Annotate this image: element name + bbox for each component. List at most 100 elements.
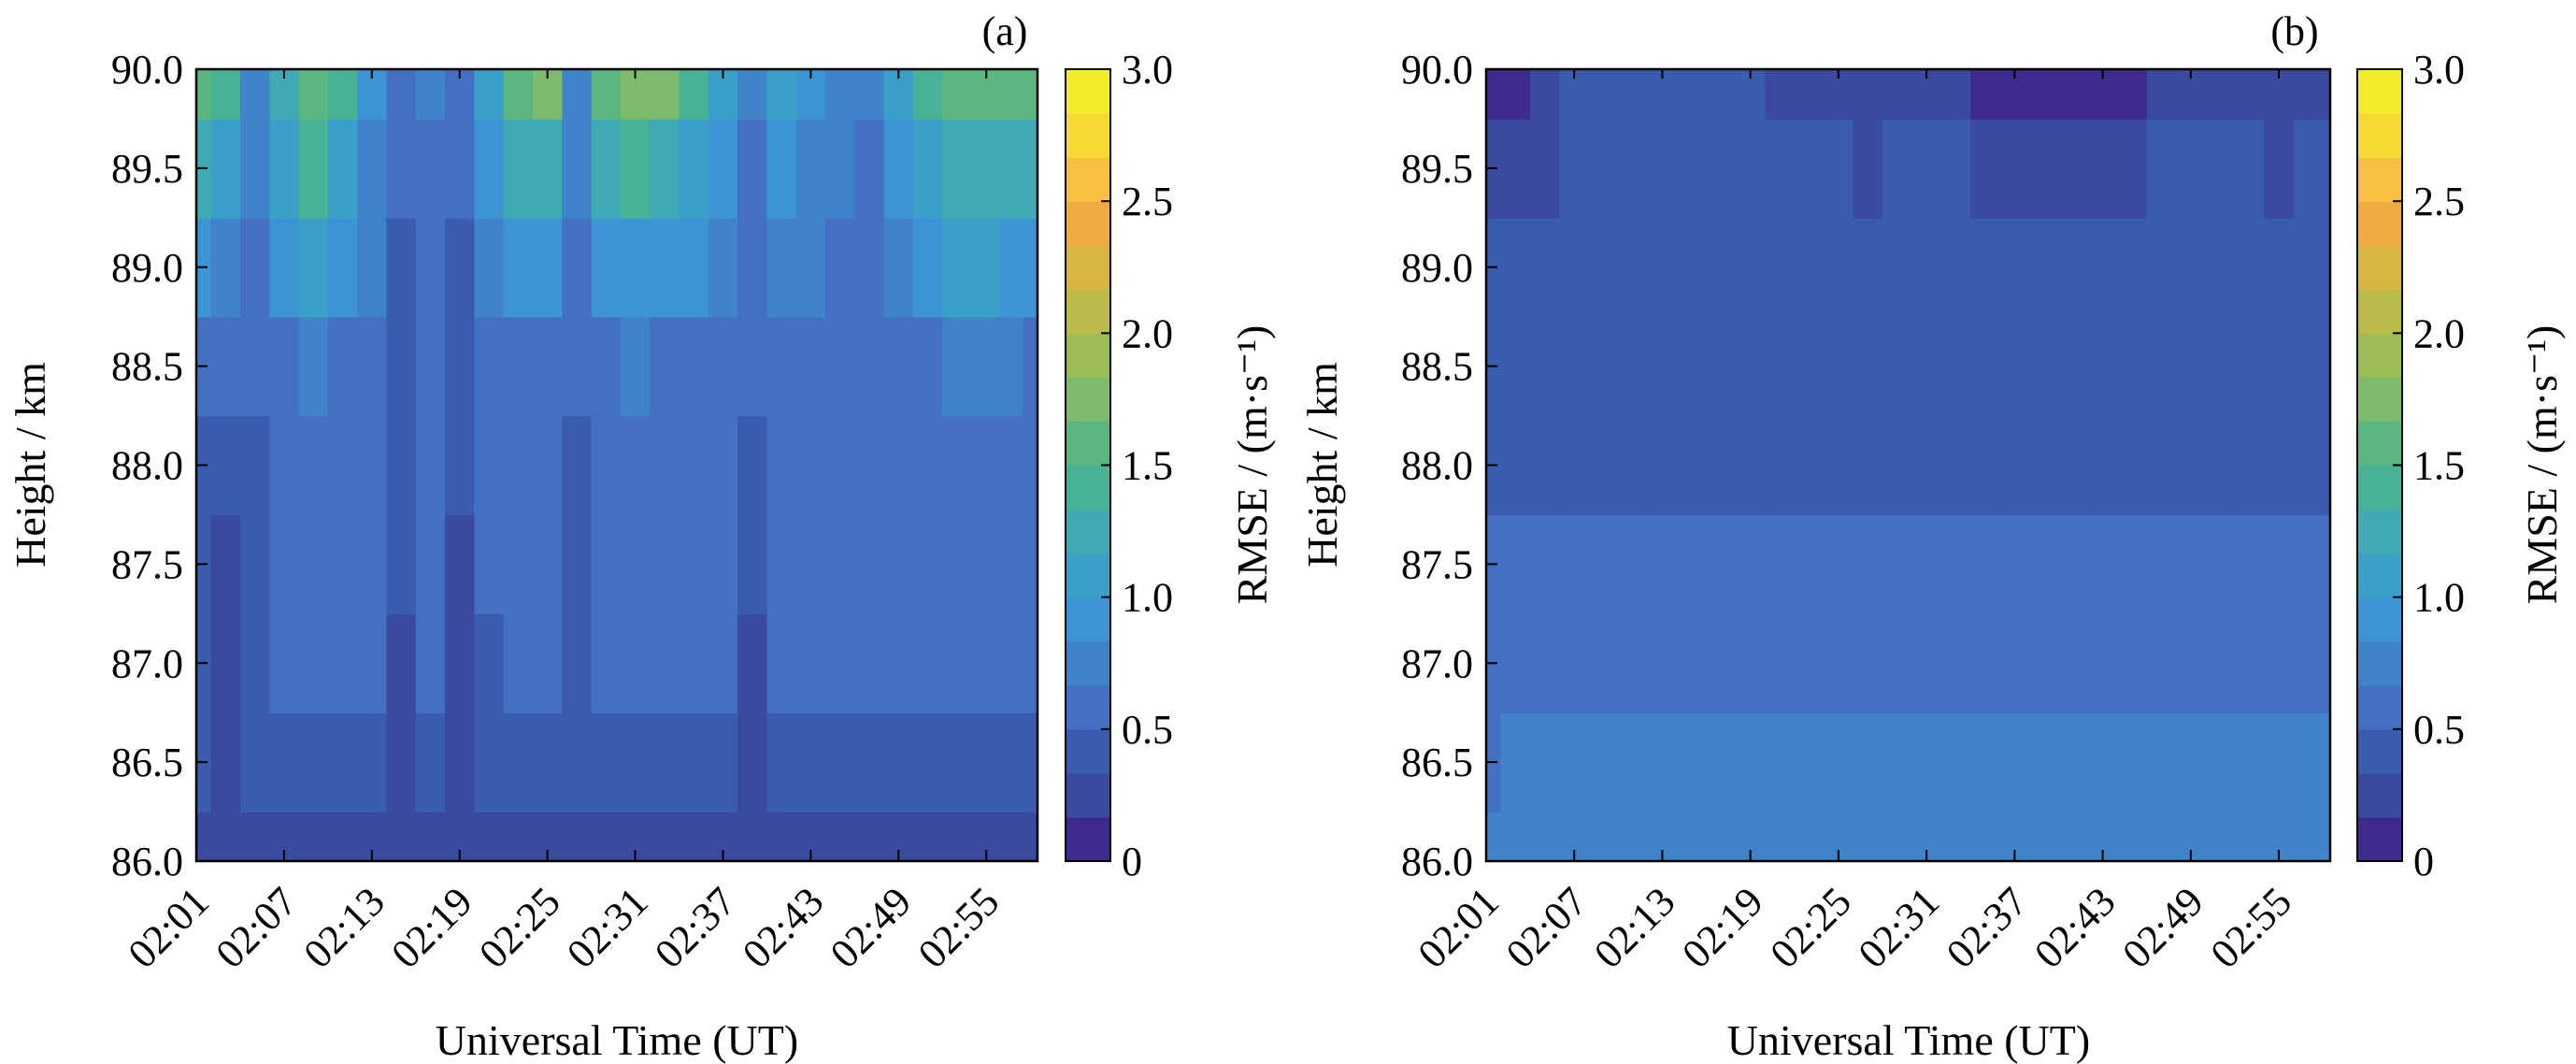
heatmap-cell xyxy=(650,217,680,318)
heatmap-cell xyxy=(2234,69,2266,120)
heatmap-cell xyxy=(1500,712,1531,812)
heatmap-cell xyxy=(708,415,738,516)
heatmap-cell xyxy=(1882,118,1913,219)
panel-label-b: (b) xyxy=(2270,8,2318,54)
heatmap-cell xyxy=(620,613,651,713)
heatmap-cell xyxy=(942,613,973,713)
colorbar-segment xyxy=(2357,509,2402,554)
heatmap-cell xyxy=(971,316,1002,417)
heatmap-cell xyxy=(795,217,826,318)
heatmap-cell xyxy=(883,712,914,812)
heatmap-cell xyxy=(1530,316,1561,417)
heatmap-cell xyxy=(2146,613,2177,713)
heatmap-cell xyxy=(2293,217,2317,318)
heatmap-cell xyxy=(825,69,856,120)
x-tick-label: 02:25 xyxy=(470,878,569,977)
heatmap-cell xyxy=(503,118,534,219)
colorbar-tick-label: 1.5 xyxy=(2413,443,2465,489)
heatmap-cell xyxy=(795,514,826,615)
heatmap-cell xyxy=(1588,712,1620,812)
heatmap-cell xyxy=(1618,415,1649,516)
heatmap-cell xyxy=(795,712,826,812)
heatmap-cell xyxy=(942,514,973,615)
heatmap-cell xyxy=(913,316,944,417)
heatmap-cell xyxy=(2117,712,2148,812)
heatmap-cell xyxy=(298,514,329,615)
heatmap-cell xyxy=(913,415,944,516)
heatmap-cell xyxy=(1588,217,1620,318)
heatmap-cell xyxy=(825,316,856,417)
heatmap-cell xyxy=(2293,812,2317,861)
heatmap-cell xyxy=(357,217,388,318)
y-tick-label: 88.0 xyxy=(1401,443,1473,489)
heatmap-cell xyxy=(196,812,212,861)
heatmap-cell xyxy=(1853,217,1883,318)
heatmap-cell xyxy=(2205,712,2236,812)
heatmap-cell xyxy=(1736,514,1767,615)
heatmap-cell xyxy=(1647,712,1678,812)
heatmap-cell xyxy=(2205,118,2236,219)
heatmap-cell xyxy=(679,118,709,219)
heatmap-cell xyxy=(825,118,856,219)
heatmap-cell xyxy=(2176,118,2207,219)
heatmap-cell xyxy=(1853,812,1883,861)
heatmap-cell xyxy=(2176,316,2207,417)
heatmap-cell xyxy=(240,118,271,219)
heatmap-cell xyxy=(1940,812,1971,861)
heatmap-cell xyxy=(2315,514,2330,615)
heatmap-cell xyxy=(942,812,973,861)
heatmap-cell xyxy=(269,316,300,417)
heatmap-cell xyxy=(1530,613,1561,713)
heatmap-cell xyxy=(971,415,1002,516)
heatmap-cell xyxy=(210,316,241,417)
heatmap-cell xyxy=(795,613,826,713)
heatmap-cell xyxy=(2234,712,2266,812)
colorbar-tick-label: 0 xyxy=(2413,839,2434,884)
x-tick-label: 02:19 xyxy=(382,878,481,977)
x-tick-label: 02:49 xyxy=(2113,878,2212,977)
x-tick-label: 02:55 xyxy=(2202,878,2301,977)
heatmap-cell xyxy=(562,316,593,417)
heatmap-cell xyxy=(1677,316,1708,417)
heatmap-cell xyxy=(1500,613,1531,713)
heatmap-cell xyxy=(1647,613,1678,713)
heatmap-cell xyxy=(415,69,446,120)
heatmap-cell xyxy=(1706,712,1737,812)
heatmap-cell xyxy=(650,415,680,516)
heatmap-cell xyxy=(1736,316,1767,417)
colorbar-tick-label: 0 xyxy=(1122,839,1142,884)
heatmap-cell xyxy=(2029,514,2060,615)
heatmap-cell xyxy=(445,217,476,318)
heatmap-cell xyxy=(737,812,768,861)
heatmap-cell xyxy=(1677,613,1708,713)
colorbar-segment xyxy=(1066,377,1110,423)
heatmap-cell xyxy=(2146,415,2177,516)
colorbar-tick-label: 1.0 xyxy=(2413,575,2465,621)
heatmap-cell xyxy=(415,514,446,615)
heatmap-cell xyxy=(298,69,329,120)
heatmap-cell xyxy=(298,118,329,219)
x-tick-label: 02:25 xyxy=(1761,878,1860,977)
heatmap-cell xyxy=(1500,812,1531,861)
heatmap-cell xyxy=(1765,217,1796,318)
heatmap-cell xyxy=(2029,118,2060,219)
heatmap-cell xyxy=(240,415,271,516)
heatmap-cell xyxy=(854,514,885,615)
heatmap-cell xyxy=(210,514,241,615)
heatmap-cell xyxy=(503,514,534,615)
heatmap-cell xyxy=(503,69,534,120)
heatmap-cell xyxy=(2315,812,2330,861)
heatmap-cell xyxy=(854,613,885,713)
heatmap-cell xyxy=(1530,514,1561,615)
heatmap-cell xyxy=(2176,415,2207,516)
heatmap-cell xyxy=(2293,316,2317,417)
heatmap-cell xyxy=(737,712,768,812)
heatmap-cell xyxy=(1588,613,1620,713)
heatmap-cell xyxy=(795,316,826,417)
x-tick-label: 02:31 xyxy=(1850,878,1949,977)
heatmap-cell xyxy=(357,415,388,516)
heatmap-cell xyxy=(2058,514,2089,615)
heatmap-cell xyxy=(2205,415,2236,516)
heatmap-cell xyxy=(708,118,738,219)
